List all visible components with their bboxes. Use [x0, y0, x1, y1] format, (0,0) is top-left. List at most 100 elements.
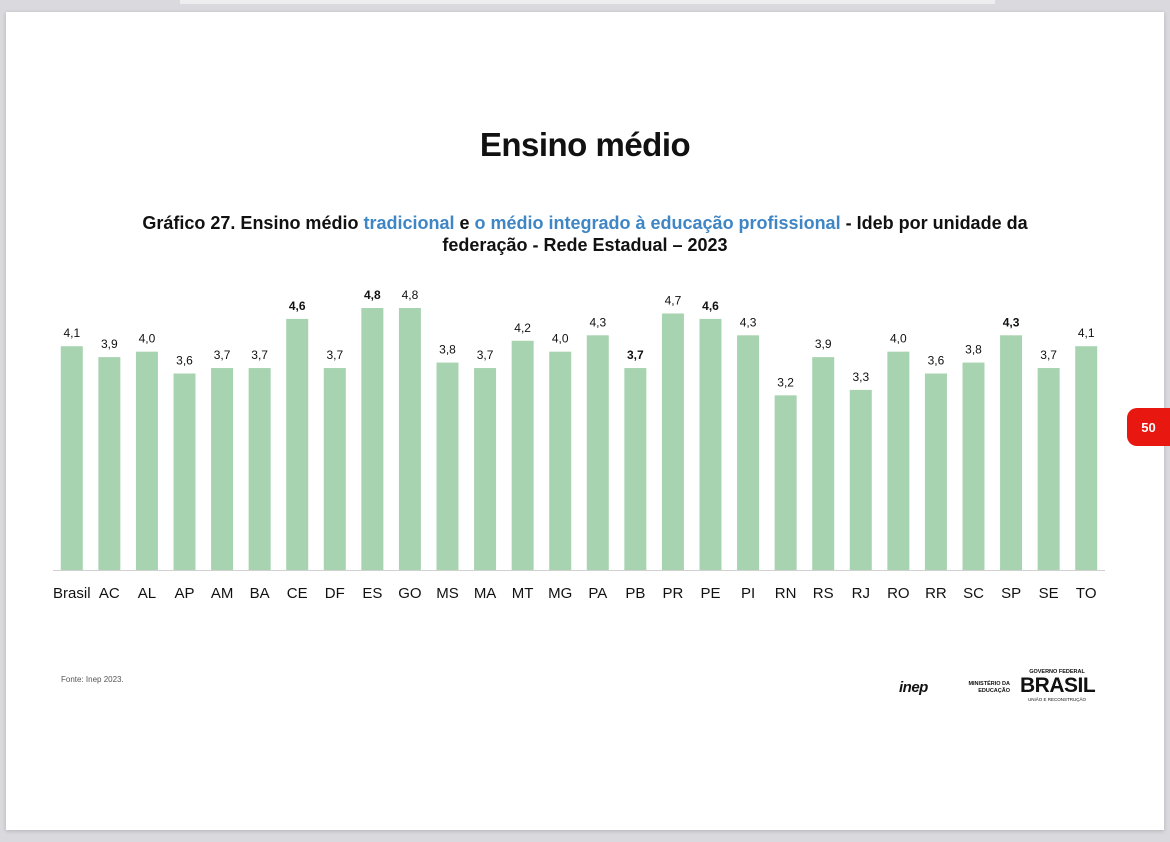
data-label-rn: 3,2: [777, 375, 794, 389]
bar-mt: [511, 340, 534, 570]
x-tick-label-to: TO: [1076, 585, 1097, 602]
bar-rj: [849, 389, 872, 570]
bar-ap: [173, 373, 196, 570]
bar-ro: [887, 351, 910, 570]
page-number-badge: 50: [1127, 408, 1170, 446]
data-label-rs: 3,9: [815, 337, 832, 351]
bar-pr: [661, 313, 684, 570]
x-tick-label-pi: PI: [741, 585, 755, 602]
x-tick-label-ce: CE: [287, 585, 308, 602]
bar-rn: [774, 395, 797, 570]
x-tick-label-df: DF: [325, 585, 345, 602]
data-label-am: 3,7: [214, 348, 231, 362]
subtitle-part-1: Gráfico 27. Ensino médio: [142, 213, 364, 233]
x-tick-label-brasil: Brasil: [53, 585, 91, 602]
data-label-pe: 4,6: [702, 299, 719, 313]
bar-go: [398, 308, 421, 570]
bar-rs: [812, 357, 835, 570]
bar-ms: [436, 362, 459, 570]
x-tick-label-es: ES: [362, 585, 382, 602]
x-tick-label-pe: PE: [700, 585, 720, 602]
data-label-pr: 4,7: [665, 293, 682, 307]
x-tick-label-rs: RS: [813, 585, 834, 602]
data-label-se: 3,7: [1040, 348, 1057, 362]
bar-am: [211, 368, 234, 570]
bar-pi: [737, 335, 760, 570]
subtitle-highlight-2: o médio integrado à educação profissiona…: [474, 213, 841, 233]
x-tick-label-se: SE: [1039, 585, 1059, 602]
data-label-sc: 3,8: [965, 343, 982, 357]
subtitle-part-2: e: [454, 213, 475, 233]
x-tick-label-ms: MS: [436, 585, 459, 602]
x-tick-label-rn: RN: [775, 585, 797, 602]
bar-brasil: [60, 346, 83, 570]
x-tick-label-mg: MG: [548, 585, 572, 602]
data-label-ap: 3,6: [176, 354, 193, 368]
bar-pb: [624, 368, 647, 570]
bar-al: [135, 351, 158, 570]
bar-ce: [286, 318, 309, 570]
bar-se: [1037, 368, 1060, 570]
data-label-pi: 4,3: [740, 315, 757, 329]
x-tick-label-ba: BA: [250, 585, 270, 602]
mec-logo: MINISTÉRIO DA EDUCAÇÃO: [968, 681, 1010, 694]
bar-rr: [924, 373, 947, 570]
data-label-go: 4,8: [402, 288, 419, 302]
bar-mg: [549, 351, 572, 570]
x-tick-label-pa: PA: [588, 585, 607, 602]
data-label-ba: 3,7: [251, 348, 268, 362]
top-strip: [180, 0, 995, 4]
bar-pa: [586, 335, 609, 570]
bar-ba: [248, 368, 271, 570]
data-label-pb: 3,7: [627, 348, 644, 362]
x-tick-label-mt: MT: [512, 585, 534, 602]
x-tick-label-ap: AP: [174, 585, 194, 602]
data-label-ac: 3,9: [101, 337, 118, 351]
chart-subtitle: Gráfico 27. Ensino médio tradicional e o…: [130, 212, 1040, 256]
data-label-ms: 3,8: [439, 343, 456, 357]
bar-ma: [474, 368, 497, 570]
data-label-ce: 4,6: [289, 299, 306, 313]
x-tick-label-pb: PB: [625, 585, 645, 602]
gov-brasil-logo: GOVERNO FEDERAL BRASIL UNIÃO E RECONSTRU…: [1020, 669, 1096, 703]
x-tick-label-ac: AC: [99, 585, 120, 602]
data-label-rr: 3,6: [928, 354, 945, 368]
source-note: Fonte: Inep 2023.: [61, 675, 124, 684]
x-tick-label-go: GO: [398, 585, 421, 602]
x-tick-label-rr: RR: [925, 585, 947, 602]
data-label-brasil: 4,1: [63, 326, 80, 340]
data-label-ro: 4,0: [890, 332, 907, 346]
data-label-ma: 3,7: [477, 348, 494, 362]
gov-logo-bottom-text: UNIÃO E RECONSTRUÇÃO: [1027, 697, 1086, 702]
subtitle-highlight-1: tradicional: [363, 213, 455, 233]
x-tick-label-pr: PR: [663, 585, 684, 602]
data-label-sp: 4,3: [1003, 315, 1020, 329]
bar-df: [323, 368, 346, 570]
bar-pe: [699, 318, 722, 570]
bar-sc: [962, 362, 985, 570]
data-label-rj: 3,3: [852, 370, 869, 384]
x-tick-label-ro: RO: [887, 585, 910, 602]
data-label-mt: 4,2: [514, 321, 531, 335]
bar-ac: [98, 357, 121, 570]
x-tick-label-al: AL: [138, 585, 156, 602]
data-label-mg: 4,0: [552, 332, 569, 346]
data-label-to: 4,1: [1078, 326, 1095, 340]
subtitle-part-3: - Ideb por unidade da federação - Rede E…: [442, 213, 1028, 255]
x-tick-label-rj: RJ: [852, 585, 870, 602]
data-label-pa: 4,3: [589, 315, 606, 329]
x-tick-label-sp: SP: [1001, 585, 1021, 602]
x-tick-label-sc: SC: [963, 585, 984, 602]
gov-logo-main-text: BRASIL: [1020, 674, 1096, 697]
x-tick-label-am: AM: [211, 585, 234, 602]
bar-sp: [1000, 335, 1023, 570]
inep-logo: inep: [899, 679, 928, 696]
bar-to: [1075, 346, 1098, 570]
data-label-al: 4,0: [139, 332, 156, 346]
page-title: Ensino médio: [479, 126, 691, 163]
data-label-df: 3,7: [326, 348, 343, 362]
gov-logo-top-text: GOVERNO FEDERAL: [1029, 669, 1085, 675]
data-label-es: 4,8: [364, 288, 381, 302]
bar-es: [361, 308, 384, 570]
